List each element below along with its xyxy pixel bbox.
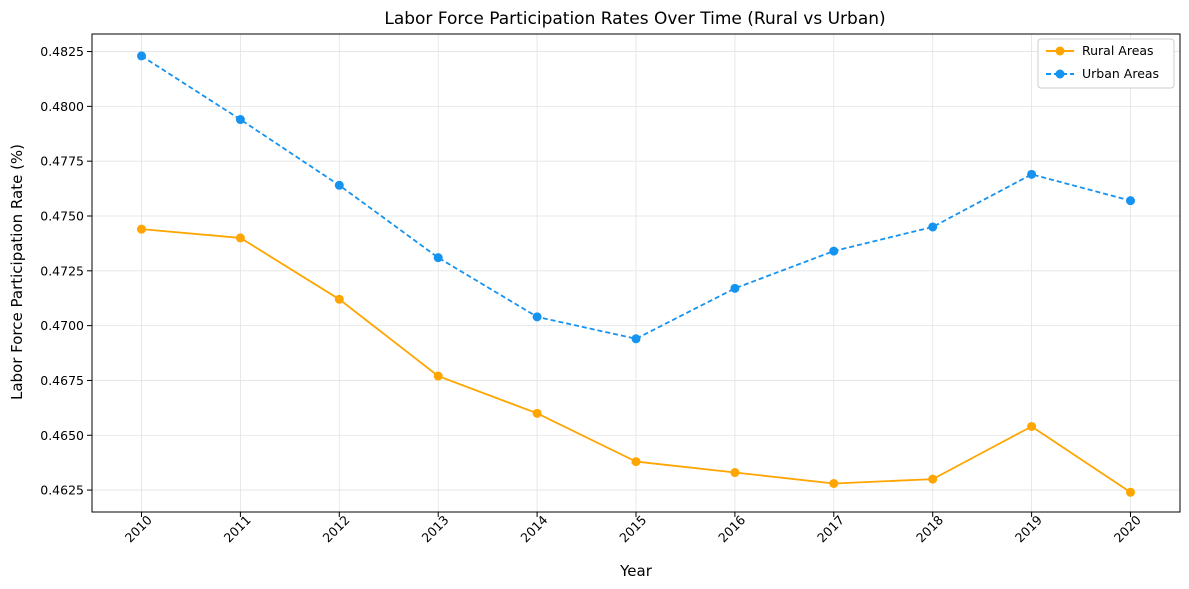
x-axis-title: Year	[619, 562, 653, 580]
plot-frame	[91, 33, 1181, 513]
data-point-rural-areas	[631, 457, 641, 467]
y-tick-label: 0.4750	[40, 208, 84, 223]
data-point-urban-areas	[829, 246, 839, 256]
y-tick-label: 0.4675	[40, 373, 84, 388]
data-point-rural-areas	[137, 224, 146, 234]
y-tick-label: 0.4725	[40, 263, 84, 278]
data-point-rural-areas	[928, 474, 938, 484]
data-point-urban-areas	[1027, 169, 1037, 179]
series-line-urban-areas	[141, 55, 1131, 340]
legend-urban-marker	[1055, 69, 1065, 79]
data-point-urban-areas	[1126, 196, 1135, 206]
data-point-rural-areas	[433, 371, 443, 381]
data-point-urban-areas	[433, 253, 443, 263]
data-point-rural-areas	[532, 408, 542, 418]
data-point-urban-areas	[631, 334, 641, 344]
data-point-urban-areas	[137, 51, 146, 61]
data-point-urban-areas	[730, 283, 740, 293]
legend: Rural Areas Urban Areas	[1037, 38, 1175, 89]
data-point-rural-areas	[1126, 487, 1135, 497]
data-point-rural-areas	[235, 233, 245, 243]
y-tick-label: 0.4775	[40, 154, 84, 169]
legend-rural-marker	[1055, 46, 1065, 56]
y-tick-label: 0.4625	[40, 483, 84, 498]
legend-urban-label: Urban Areas	[1082, 66, 1159, 81]
y-tick-label: 0.4650	[40, 428, 84, 443]
legend-rural-label: Rural Areas	[1082, 43, 1154, 58]
series-layer	[137, 51, 1135, 497]
y-tick-label: 0.4800	[40, 99, 84, 114]
data-point-urban-areas	[334, 180, 344, 190]
data-point-urban-areas	[532, 312, 542, 322]
chart-title: Labor Force Participation Rates Over Tim…	[384, 9, 885, 29]
y-axis-title: Labor Force Participation Rate (%)	[8, 144, 26, 400]
y-tick-label: 0.4825	[40, 44, 84, 59]
grid	[92, 34, 1180, 512]
data-point-rural-areas	[730, 468, 740, 478]
data-point-urban-areas	[928, 222, 938, 232]
data-point-rural-areas	[829, 478, 839, 488]
data-point-rural-areas	[1027, 421, 1037, 431]
data-point-rural-areas	[334, 294, 344, 304]
y-tick-label: 0.4700	[40, 318, 84, 333]
data-point-urban-areas	[235, 115, 245, 125]
